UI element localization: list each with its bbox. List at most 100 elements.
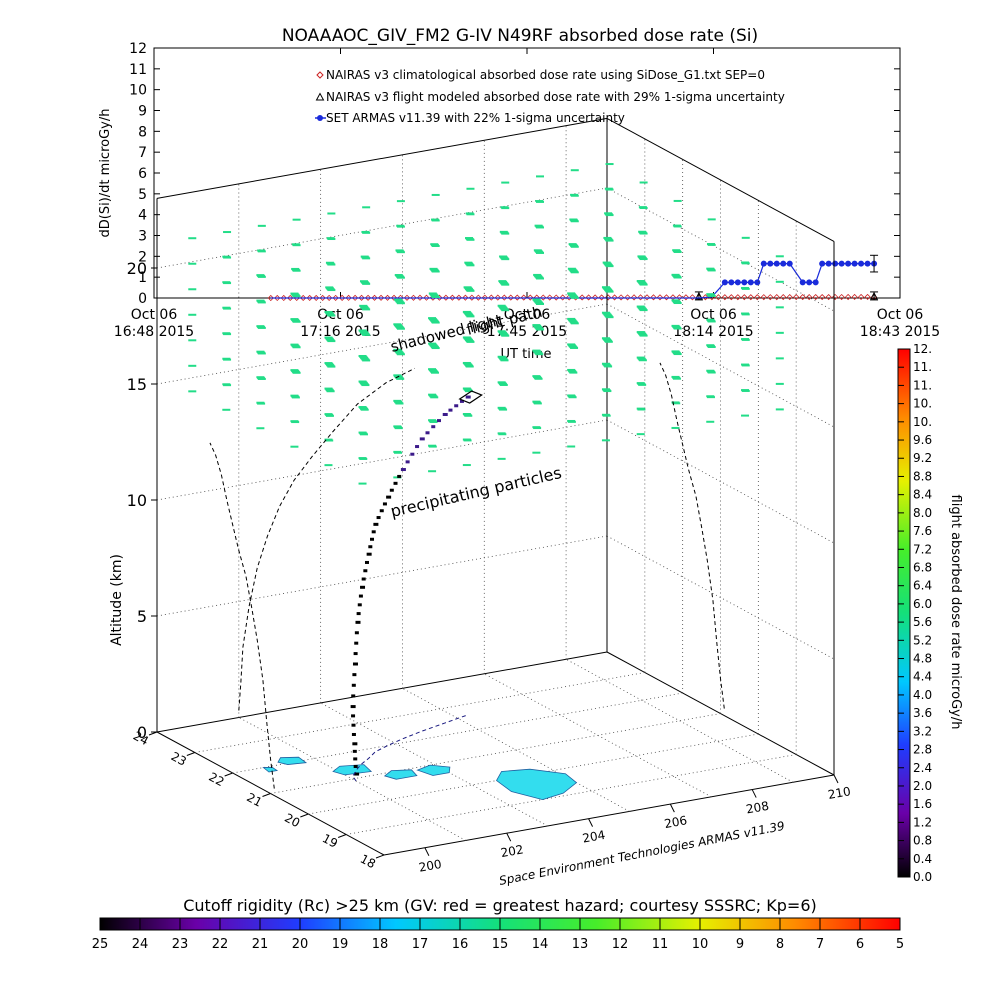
x-tick-label: Oct 06 (317, 307, 364, 323)
armas-point (721, 279, 728, 286)
precip-dash (707, 294, 716, 297)
grid-line (270, 713, 721, 794)
precip-dash (428, 445, 437, 448)
precip-dash (605, 163, 614, 166)
nairas-clim-marker (858, 293, 865, 301)
precip-dash (465, 365, 474, 368)
precip-dash (741, 236, 750, 239)
dose-colorbar-tick-label: 0.8 (913, 834, 932, 848)
nairas-clim-marker (728, 294, 735, 301)
precip-dash (188, 288, 197, 291)
nairas-clim-marker (825, 293, 832, 301)
flight-3d-view: 0510152020020220420620821018192021222324… (109, 117, 852, 888)
precip-dash (570, 296, 579, 299)
grid-line (156, 187, 608, 269)
armas-point (812, 279, 819, 286)
track-floor-shadow (352, 714, 468, 782)
precip-dash (359, 433, 368, 436)
dose-colorbar-tick-label: 11. (913, 360, 932, 374)
precip-dash (673, 276, 682, 279)
nairas-clim-marker (773, 294, 780, 301)
y-tick-label: 0 (138, 291, 147, 307)
legend-marker (316, 71, 324, 79)
track-point (436, 419, 441, 423)
cutoff-rigidity-ticks: 25 24 23 22 21 20 19 18 17 16 15 14 13 12 11 10 9 8 7 6 5 (92, 918, 904, 952)
nairas-clim-marker (656, 294, 664, 301)
cutoff-rigidity-label: Cutoff rigidity (Rc) >25 km (GV: red = g… (183, 896, 817, 915)
lat-tick (300, 813, 309, 818)
precip-dash (605, 188, 614, 191)
armas-point (747, 279, 754, 286)
precip-dash (741, 414, 750, 417)
precip-dash (396, 225, 405, 228)
dose-colorbar-tick-label: 6.8 (913, 560, 932, 574)
armas-point (825, 260, 832, 267)
legend-marker (317, 115, 323, 121)
nairas-clim-marker (637, 294, 644, 301)
precip-dash (604, 365, 613, 368)
precip-dash (292, 218, 301, 221)
dose-colorbar-tick-label: 4.8 (913, 652, 932, 666)
island (262, 766, 279, 773)
precip-dash (223, 282, 232, 285)
precip-dash (362, 206, 371, 209)
precip-dash (222, 408, 231, 411)
precip-dash (362, 359, 371, 362)
grid-line (156, 419, 608, 501)
precip-dash (292, 371, 301, 374)
precip-dash (257, 250, 266, 253)
rigidity-tick-label: 5 (896, 937, 904, 952)
nairas-clim-marker (676, 294, 683, 301)
lon-tick (669, 803, 675, 813)
rigidity-tick-label: 24 (132, 937, 149, 952)
precip-dash (707, 371, 716, 374)
precip-dash (256, 427, 265, 430)
rigidity-tick-label: 8 (776, 937, 784, 952)
rigidity-tick-label: 14 (532, 937, 549, 952)
lon-tick (751, 789, 757, 798)
rigidity-tick-label: 15 (492, 937, 509, 952)
precip-dash (466, 264, 475, 267)
precip-dash (362, 308, 371, 311)
precip-dash (327, 212, 336, 215)
dose-colorbar-tick-label: 3.6 (913, 706, 932, 720)
precip-dash (396, 276, 405, 279)
dose-colorbar-tick-label: 10. (913, 397, 932, 411)
track-point (354, 772, 360, 776)
nairas-clim-marker (721, 294, 728, 301)
x-tick-label: Oct 06 (504, 307, 551, 323)
rigidity-tick-label: 21 (252, 937, 269, 952)
nairas-clim-marker (780, 294, 787, 301)
precip-dash (570, 346, 579, 349)
precip-dash (395, 402, 404, 405)
dose-colorbar-tick-label: 0.4 (913, 852, 932, 866)
precip-dash (188, 237, 197, 240)
box-edge (156, 117, 608, 199)
precip-dash (741, 338, 750, 341)
precip-dash (639, 258, 648, 261)
precip-dash (257, 352, 266, 355)
precip-dash (431, 193, 440, 196)
precip-dash (605, 290, 614, 293)
nairas-clim-marker (617, 294, 625, 301)
precip-dash (359, 457, 368, 460)
legend-entry: NAIRAS v3 climatological absorbed dose r… (326, 68, 765, 82)
precip-dash (360, 408, 369, 411)
rigidity-tick-label: 17 (412, 937, 429, 952)
track-left-wall-shadow (209, 442, 275, 789)
box-edge (606, 117, 835, 242)
precip-dash (292, 346, 301, 349)
precip-dash (223, 384, 232, 387)
rigidity-tick-label: 19 (332, 937, 349, 952)
armas-point (838, 260, 845, 267)
armas-point (832, 260, 839, 267)
y-tick-label: 3 (138, 229, 147, 245)
precip-dash (567, 445, 576, 448)
nairas-clim-marker (669, 294, 677, 301)
dose-colorbar-tick-label: 9.2 (913, 451, 932, 465)
track-point (351, 694, 356, 698)
armas-point (728, 279, 735, 286)
dose-colorbar-tick-label: 5.2 (913, 633, 932, 647)
track-point (393, 481, 398, 485)
precip-dash (707, 345, 716, 348)
